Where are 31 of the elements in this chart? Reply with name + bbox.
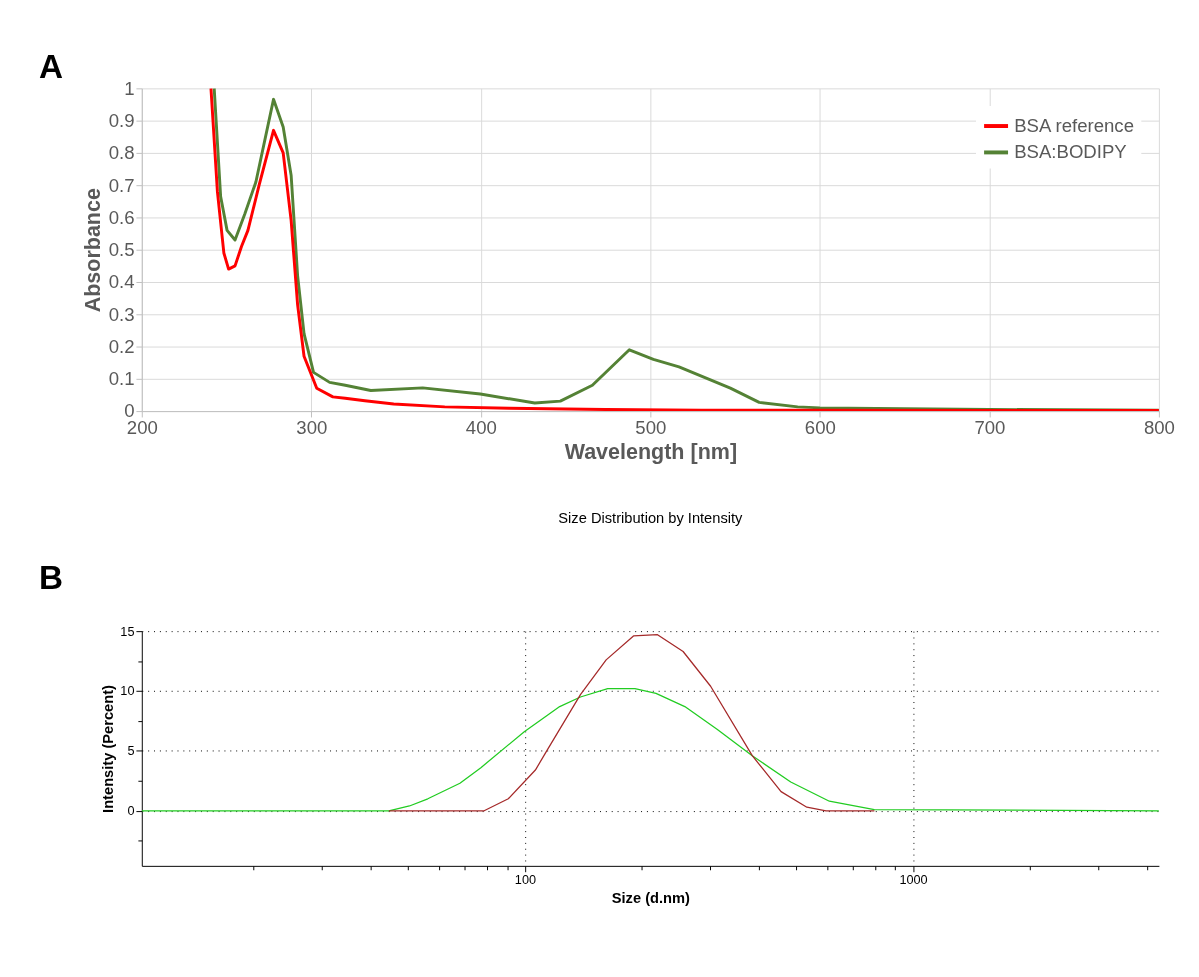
- x-tick-label: 700: [974, 417, 1006, 439]
- y-tick-label: 0.4: [108, 271, 135, 293]
- y-axis-title: Absorbance: [80, 188, 105, 313]
- x-tick-label: 800: [1143, 417, 1175, 439]
- legend-label: BSA:BODIPY: [1014, 141, 1127, 163]
- x-axis-title: Wavelength [nm]: [564, 439, 738, 464]
- x-tick-label: 600: [804, 417, 836, 439]
- y-tick-label: 0.8: [108, 142, 135, 164]
- y-tick-label: 0.1: [108, 368, 135, 390]
- y-tick-label: 0.9: [108, 110, 135, 131]
- text: A: [39, 47, 64, 85]
- x-tick-label: 1000: [899, 871, 928, 887]
- y-tick-label: 0.3: [108, 303, 135, 325]
- x-axis-title: Size (d.nm): [611, 889, 691, 906]
- y-tick-label: 1: [124, 77, 135, 99]
- chart-title: Size Distribution by Intensity: [558, 509, 744, 526]
- y-tick-label: 0.6: [108, 206, 135, 228]
- text: B: [39, 559, 64, 597]
- y-tick-label: 0: [127, 803, 135, 819]
- y-tick-label: 5: [127, 743, 135, 759]
- x-tick-label: 500: [635, 417, 667, 439]
- y-tick-label: 0.5: [108, 239, 135, 261]
- y-tick-label: 0.7: [108, 174, 135, 196]
- y-tick-label: 15: [120, 623, 135, 639]
- x-tick-label: 100: [514, 871, 537, 887]
- legend-label: BSA reference: [1014, 114, 1134, 136]
- y-axis-title: Intensity (Percent): [100, 684, 117, 813]
- x-tick-label: 400: [465, 417, 497, 439]
- y-tick-label: 0.2: [108, 335, 135, 357]
- y-tick-label: 10: [120, 683, 135, 699]
- x-tick-label: 300: [296, 417, 328, 439]
